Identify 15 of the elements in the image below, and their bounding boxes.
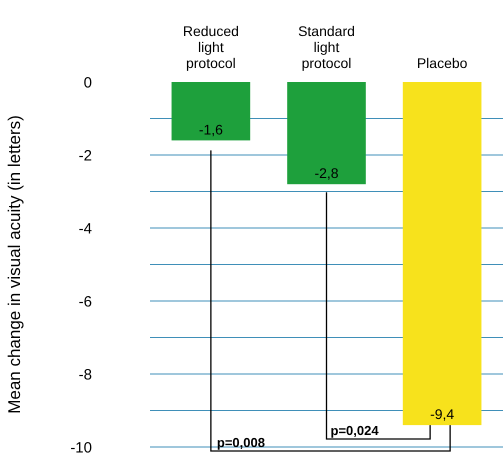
x-tick-label: Reduced light protocol [182, 23, 239, 71]
y-tick-label: -6 [78, 293, 92, 310]
y-axis-title: Mean change in visual acuity (in letters) [5, 115, 24, 414]
annotation: p=0,024 [330, 423, 380, 438]
y-tick-label: 0 [84, 74, 92, 92]
data-label: -9,4 [430, 406, 454, 422]
x-tick-label: Standard light protocol [298, 23, 355, 71]
data-label: -2,8 [314, 165, 339, 182]
y-tick-label: -10 [70, 439, 92, 455]
y-tick-label: -4 [78, 220, 92, 238]
annotation: p=0,008 [216, 435, 265, 450]
data-label: -1,6 [198, 121, 224, 138]
y-tick-label: -2 [78, 147, 92, 164]
y-tick-label: -8 [78, 366, 92, 384]
x-tick-label: Placebo [416, 55, 468, 71]
